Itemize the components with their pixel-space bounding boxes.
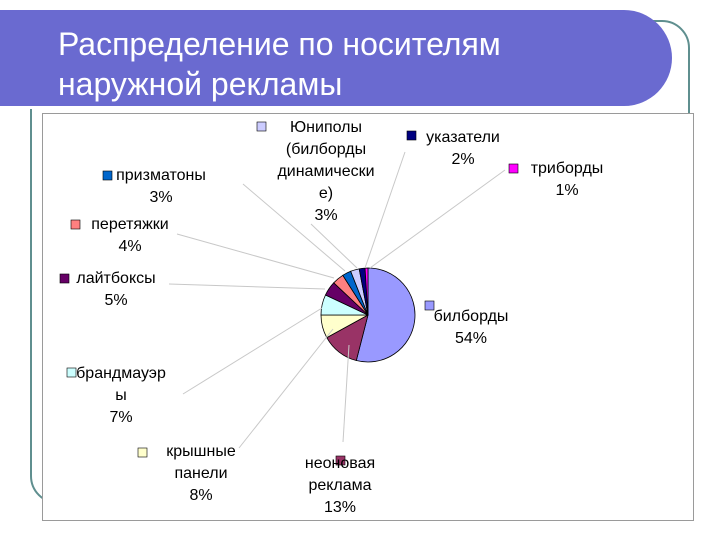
slice-name-label: крышные: [166, 443, 236, 460]
slice-percent-label: 13%: [324, 499, 356, 516]
slice-percent-label: 1%: [555, 182, 578, 199]
title-underline: [0, 106, 636, 109]
slice-name-label: перетяжки: [91, 216, 168, 233]
leader-line: [369, 169, 506, 269]
leader-line: [342, 344, 350, 443]
slice-name-label: панели: [174, 465, 227, 482]
pie-chart: билборды 54% неоновая реклама 13% крышные пане…: [59, 119, 604, 516]
pie-slice: [364, 267, 369, 316]
slice-name-label: Юниполы: [290, 119, 362, 136]
slice-name-label: указатели: [426, 129, 500, 146]
legend-swatch: [102, 170, 113, 181]
slice-name-label: неоновая: [305, 455, 375, 472]
leader-line: [168, 283, 326, 290]
legend-swatch: [424, 300, 435, 311]
legend-swatch: [406, 130, 417, 141]
slice-percent-label: 2%: [451, 151, 474, 168]
slice-name-label: призматоны: [116, 167, 206, 184]
slice-percent-label: 5%: [104, 292, 127, 309]
leader-line: [238, 328, 334, 449]
slide-title: Распределение по носителям наружной рекл…: [58, 24, 658, 104]
slice-name-label: брандмауэр: [76, 365, 166, 382]
legend-swatch: [256, 121, 267, 132]
pie-slice: [355, 267, 416, 363]
slice-percent-label: 7%: [109, 409, 132, 426]
slice-name-label: триборды: [531, 160, 604, 177]
legend-swatch: [66, 367, 77, 378]
slice-percent-label: 3%: [314, 207, 337, 224]
leader-line: [364, 151, 406, 269]
slice-percent-label: 4%: [118, 238, 141, 255]
slide-title-line-1: Распределение по носителям: [58, 26, 501, 62]
slice-percent-label: 3%: [149, 189, 172, 206]
legend-swatch: [70, 219, 81, 230]
slice-name-label: динамически: [277, 163, 374, 180]
chart-area: билборды 54% неоновая реклама 13% крышные пане…: [42, 113, 694, 521]
slice-percent-label: 54%: [455, 330, 487, 347]
legend-swatch: [137, 447, 148, 458]
slide-title-line-2: наружной рекламы: [58, 66, 343, 102]
legend-swatch: [335, 455, 346, 466]
slice-name-label: лайтбоксы: [76, 270, 155, 287]
slice-name-label: реклама: [308, 477, 371, 494]
title-band: Распределение по носителям наружной рекл…: [0, 10, 672, 109]
leader-line: [310, 223, 358, 269]
slice-name-label: е): [319, 185, 333, 202]
legend-swatch: [59, 273, 70, 284]
leader-line: [176, 233, 335, 279]
legend-swatch: [508, 163, 519, 174]
slice-percent-label: 8%: [189, 487, 212, 504]
slice-name-label: ы: [115, 387, 127, 404]
slice-name-label: билборды: [434, 308, 509, 325]
leader-line: [182, 307, 323, 395]
slice-name-label: (билборды: [286, 141, 366, 158]
leader-line: [242, 183, 346, 272]
